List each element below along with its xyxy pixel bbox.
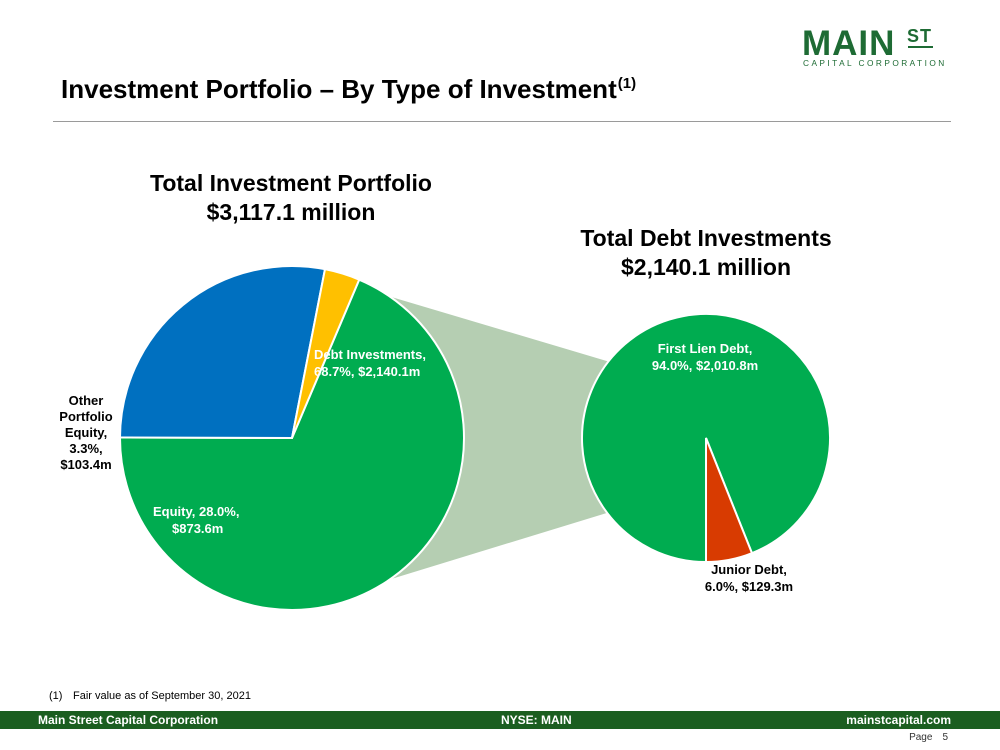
junior-debt-label-line2: 6.0%, $129.3m [705,579,793,594]
page-number-value: 5 [942,732,948,743]
total-portfolio-pie [118,264,465,611]
equity-label-line2: $873.6m [172,521,223,536]
page-title: Investment Portfolio – By Type of Invest… [61,74,636,105]
logo-superscript: ST [907,26,933,46]
debt-investments-pie [580,313,831,564]
pie2-subtitle: $2,140.1 million [621,254,791,280]
logo-wordmark: MAIN [802,24,896,63]
footnote-text: Fair value as of September 30, 2021 [73,690,251,702]
junior-debt-slice [705,437,754,564]
footer-bar: Main Street Capital Corporation NYSE: MA… [0,711,1000,729]
company-logo: MAIN ST CAPITAL CORPORATION [800,24,944,72]
logo-subtitle: CAPITAL CORPORATION [803,58,947,68]
junior-debt-label-line1: Junior Debt, [711,562,787,577]
other-equity-label-line5: $103.4m [60,457,111,472]
first-lien-label-line1: First Lien Debt, [658,341,753,356]
page-number: Page 5 [909,732,948,743]
title-footnote-ref: (1) [617,75,637,92]
page-label: Page [909,732,933,743]
title-divider [53,121,951,122]
debt-investments-label-line1: Debt Investments, [314,347,426,362]
pie2-title: Total Debt Investments [580,225,831,251]
footnote-number: (1) [49,690,63,702]
debt-investments-label-line2: 68.7%, $2,140.1m [314,364,420,379]
logo-underline [908,46,933,48]
footer-company-name: Main Street Capital Corporation [38,713,219,727]
debt-investments-slice [118,278,465,611]
other-equity-label-line4: 3.3%, [69,441,102,456]
pie1-subtitle: $3,117.1 million [207,199,376,225]
equity-slice [118,264,327,440]
other-equity-label-line3: Equity, [65,425,107,440]
other-portfolio-equity-slice [291,268,361,439]
footer-ticker: NYSE: MAIN [501,713,572,727]
page-title-text: Investment Portfolio – By Type of Invest… [61,74,617,104]
pie1-title: Total Investment Portfolio [150,170,432,196]
first-lien-label-line2: 94.0%, $2,010.8m [652,358,758,373]
footnote: (1) Fair value as of September 30, 2021 [49,690,251,702]
other-equity-label-line1: Other [69,393,104,408]
equity-label-line1: Equity, 28.0%, [153,504,239,519]
other-equity-label-line2: Portfolio [59,409,112,424]
footer-website: mainstcapital.com [846,713,951,727]
